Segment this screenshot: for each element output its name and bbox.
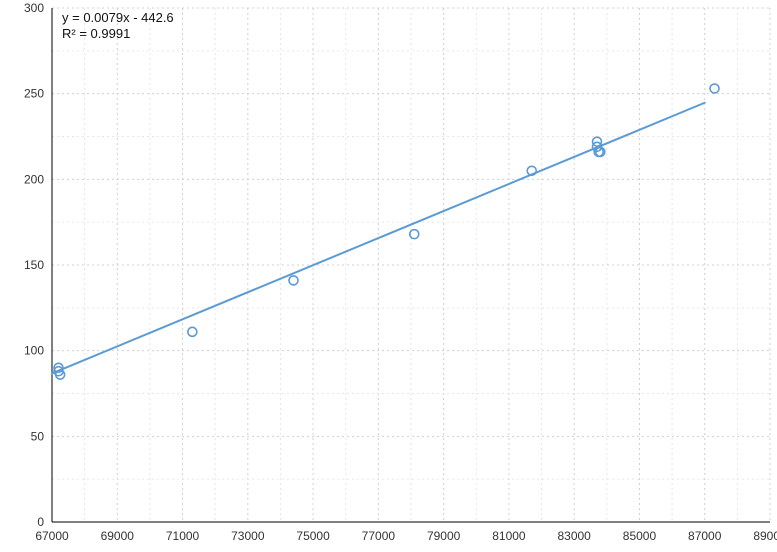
y-tick-label: 250 [24,87,44,101]
x-tick-label: 73000 [231,529,265,543]
scatter-chart: 67000 69000 71000 73000 75000 77000 79000 81000… [0,0,777,552]
y-tick-label: 0 [37,515,44,529]
x-tick-label: 85000 [623,529,657,543]
x-tick-label: 67000 [35,529,69,543]
x-tick-label: 87000 [688,529,722,543]
x-tick-label: 81000 [492,529,526,543]
x-tick-label: 83000 [557,529,591,543]
y-tick-label: 300 [24,1,44,15]
x-tick-label: 77000 [362,529,396,543]
chart-canvas: 67000 69000 71000 73000 75000 77000 79000 81000… [0,0,777,552]
x-tick-label: 71000 [166,529,200,543]
y-tick-label: 200 [24,172,44,186]
trendline-r2: R² = 0.9991 [62,26,130,41]
x-tick-label: 69000 [101,529,135,543]
x-tick-label: 75000 [296,529,330,543]
y-tick-label: 100 [24,344,44,358]
trendline-equation: y = 0.0079x - 442.6 [62,10,174,25]
y-tick-label: 150 [24,258,44,272]
x-tick-label: 89000 [753,529,777,543]
y-tick-label: 50 [31,429,45,443]
x-tick-label: 79000 [427,529,461,543]
